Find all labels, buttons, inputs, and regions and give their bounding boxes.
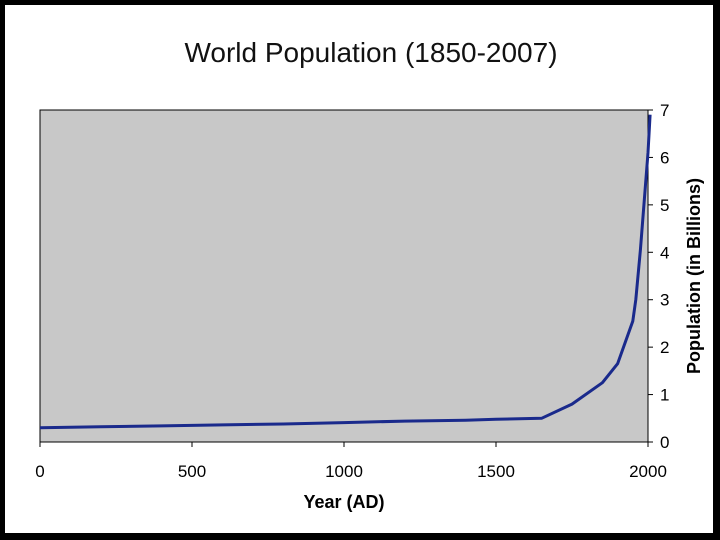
y-tick-label: 4 [660, 243, 669, 262]
chart-title: World Population (1850-2007) [184, 37, 557, 68]
y-tick-label: 5 [660, 196, 669, 215]
x-tick-label: 1000 [325, 462, 363, 481]
y-tick-label: 2 [660, 338, 669, 357]
x-axis: 0 500 1000 1500 2000 [35, 442, 667, 481]
y-tick-label: 3 [660, 291, 669, 310]
y-tick-label: 7 [660, 101, 669, 120]
x-axis-label: Year (AD) [303, 492, 384, 512]
y-axis-label: Population (in Billions) [684, 178, 704, 374]
plot-area [39, 109, 649, 443]
x-tick-label: 1500 [477, 462, 515, 481]
y-axis: 0 1 2 3 4 5 6 7 [648, 101, 669, 452]
series-group [39, 114, 652, 430]
population-line [39, 114, 652, 430]
x-tick-label: 0 [35, 462, 44, 481]
x-tick-label: 500 [178, 462, 206, 481]
chart: World Population (1850-2007) 0 500 1000 150… [35, 37, 704, 512]
y-tick-label: 6 [660, 148, 669, 167]
y-tick-label: 0 [660, 433, 669, 452]
slide-frame: World Population (1850-2007) 0 500 1000 150… [5, 5, 713, 533]
y-tick-label: 1 [660, 386, 669, 405]
x-tick-label: 2000 [629, 462, 667, 481]
